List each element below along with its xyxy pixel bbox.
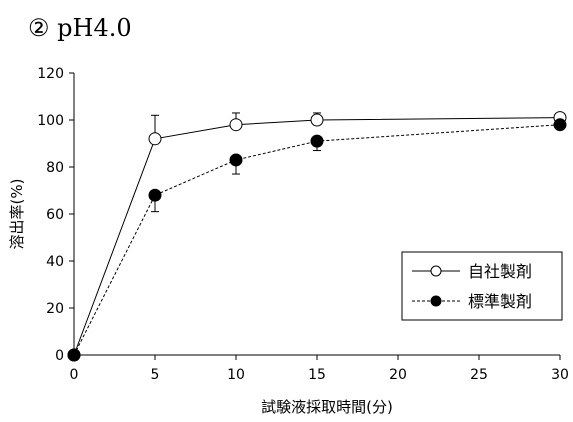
y-tick-label: 120: [37, 66, 64, 82]
y-tick-label: 100: [37, 113, 64, 129]
data-point-2: [310, 134, 324, 148]
data-point-2: [148, 188, 162, 202]
chart-title: ② pH4.0: [28, 14, 132, 42]
legend-marker-1: [430, 265, 442, 277]
y-axis-label: 溶出率(%): [8, 179, 26, 250]
x-tick-label: 20: [389, 367, 407, 383]
data-point-2: [229, 153, 243, 167]
legend-marker-2: [430, 295, 442, 307]
data-point-2: [553, 118, 567, 132]
legend-label-1: 自社製剤: [468, 262, 532, 281]
x-tick-label: 0: [70, 367, 79, 383]
x-axis-label: 試験液採取時間(分): [261, 398, 393, 416]
x-tick-label: 30: [551, 367, 569, 383]
data-point-1: [229, 118, 243, 132]
data-point-2: [67, 348, 81, 362]
data-point-1: [310, 113, 324, 127]
x-tick-label: 10: [227, 367, 245, 383]
legend-label-2: 標準製剤: [468, 292, 532, 311]
y-tick-label: 40: [46, 254, 64, 270]
legend-box: [401, 251, 563, 321]
data-point-1: [148, 132, 162, 146]
x-tick-label: 25: [470, 367, 488, 383]
x-tick-label: 15: [308, 367, 326, 383]
x-tick-label: 5: [151, 367, 160, 383]
y-tick-label: 60: [46, 207, 64, 223]
y-tick-label: 0: [55, 348, 64, 364]
y-tick-label: 80: [46, 160, 64, 176]
y-tick-label: 20: [46, 301, 64, 317]
